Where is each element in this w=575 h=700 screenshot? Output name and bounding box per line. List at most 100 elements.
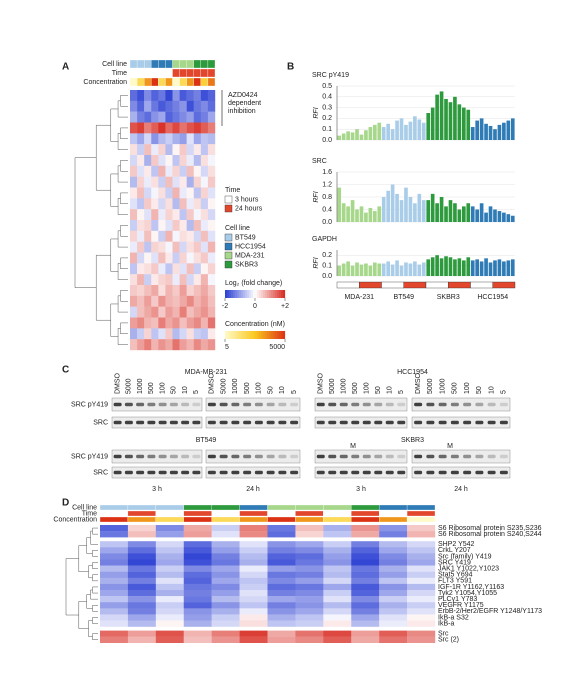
- heatmap-cell: [186, 220, 194, 232]
- heatmap-cell: [379, 565, 408, 572]
- bar: [381, 263, 386, 276]
- heatmap-cell: [239, 630, 268, 637]
- band: [266, 470, 275, 475]
- heatmap-cell: [155, 541, 184, 548]
- heatmap-cell: [179, 144, 187, 156]
- heatmap-cell: [151, 176, 159, 188]
- heatmap-cell: [200, 285, 209, 297]
- band: [385, 420, 394, 425]
- bar: [381, 197, 386, 222]
- heatmap-cell: [323, 559, 352, 566]
- bar: [453, 203, 457, 222]
- heatmap-cell: [295, 602, 324, 609]
- heatmap-cell: [151, 252, 159, 264]
- row-label: Stat5 Y694: [438, 572, 473, 579]
- bar: [395, 193, 399, 222]
- bar: [408, 263, 413, 276]
- annotation-cell: [129, 59, 138, 69]
- heatmap-cell: [137, 100, 145, 112]
- heatmap-cell: [100, 553, 129, 560]
- band: [113, 470, 122, 475]
- annotation-cell: [406, 510, 436, 517]
- heatmap-cell: [295, 541, 324, 548]
- heatmap-cell: [127, 614, 157, 621]
- bar: [430, 107, 435, 140]
- bar: [355, 262, 359, 276]
- heatmap-cell: [351, 565, 380, 572]
- bar: [448, 102, 453, 140]
- bar: [497, 259, 502, 276]
- annotation-cell: [144, 68, 152, 78]
- heatmap-cell: [172, 263, 180, 275]
- heatmap-cell: [172, 122, 180, 134]
- heatmap-cell: [179, 122, 187, 134]
- heatmap-cell: [165, 285, 173, 297]
- colorbar-label: 5000: [269, 344, 285, 351]
- bar: [493, 129, 497, 140]
- heatmap-cell: [379, 525, 408, 532]
- lane-label: 1000: [232, 378, 239, 394]
- heatmap-cell: [183, 565, 212, 572]
- heatmap-cell: [351, 620, 380, 627]
- bar: [479, 203, 484, 222]
- band: [463, 420, 472, 425]
- y-axis-label: RFI: [313, 107, 320, 118]
- heatmap-cell: [100, 583, 129, 591]
- bar: [395, 260, 399, 276]
- heatmap-cell: [211, 602, 240, 609]
- bar: [430, 193, 435, 222]
- heatmap-cell: [127, 583, 157, 591]
- heatmap-cell: [127, 630, 157, 637]
- colorbar-step: [243, 290, 246, 298]
- heatmap-cell: [151, 165, 159, 177]
- annotation-cell: [179, 68, 187, 78]
- band: [147, 470, 156, 475]
- heatmap-cell: [211, 525, 240, 532]
- heatmap-cell: [407, 547, 436, 554]
- band: [438, 470, 447, 475]
- dendrogram: [92, 586, 98, 594]
- heatmap-cell: [239, 596, 268, 603]
- colorbar-step: [283, 290, 286, 298]
- dendrogram: [92, 527, 98, 535]
- lane-label: 5000: [427, 378, 434, 394]
- annotation-cell: [211, 510, 240, 517]
- heatmap-cell: [179, 111, 187, 123]
- bar: [497, 211, 502, 222]
- heatmap-cell: [165, 328, 173, 340]
- heatmap-cell: [200, 187, 209, 199]
- heatmap-cell: [239, 590, 268, 597]
- chart-title: SRC pY419: [312, 72, 349, 79]
- band: [169, 402, 178, 407]
- dendrogram: [120, 257, 128, 269]
- y-axis-label: RFI: [313, 257, 320, 268]
- heatmap-cell: [130, 220, 138, 232]
- band: [181, 454, 190, 459]
- colorbar-step: [237, 331, 240, 339]
- heatmap-cell: [239, 525, 268, 532]
- heatmap-cell: [186, 241, 194, 253]
- heatmap-cell: [144, 111, 152, 123]
- band: [231, 420, 240, 425]
- heatmap-cell: [155, 559, 184, 566]
- heatmap-cell: [379, 614, 408, 621]
- heatmap-cell: [155, 565, 184, 572]
- heatmap-cell: [155, 590, 184, 597]
- heatmap-cell: [295, 547, 324, 554]
- band: [385, 402, 394, 407]
- heatmap-cell: [200, 317, 209, 329]
- band: [113, 454, 122, 459]
- heatmap-cell: [193, 317, 202, 329]
- band: [147, 402, 156, 407]
- condition-strip: [381, 281, 404, 289]
- bar: [453, 96, 457, 140]
- lane-label: 10: [387, 386, 394, 394]
- heatmap-cell: [137, 133, 145, 145]
- annotation-cell: [200, 77, 209, 87]
- heatmap-cell: [295, 559, 324, 566]
- colorbar-step: [279, 290, 282, 298]
- heatmap-cell: [137, 306, 145, 318]
- heatmap-cell: [186, 252, 194, 264]
- band: [254, 402, 263, 407]
- colorbar-step: [269, 331, 272, 339]
